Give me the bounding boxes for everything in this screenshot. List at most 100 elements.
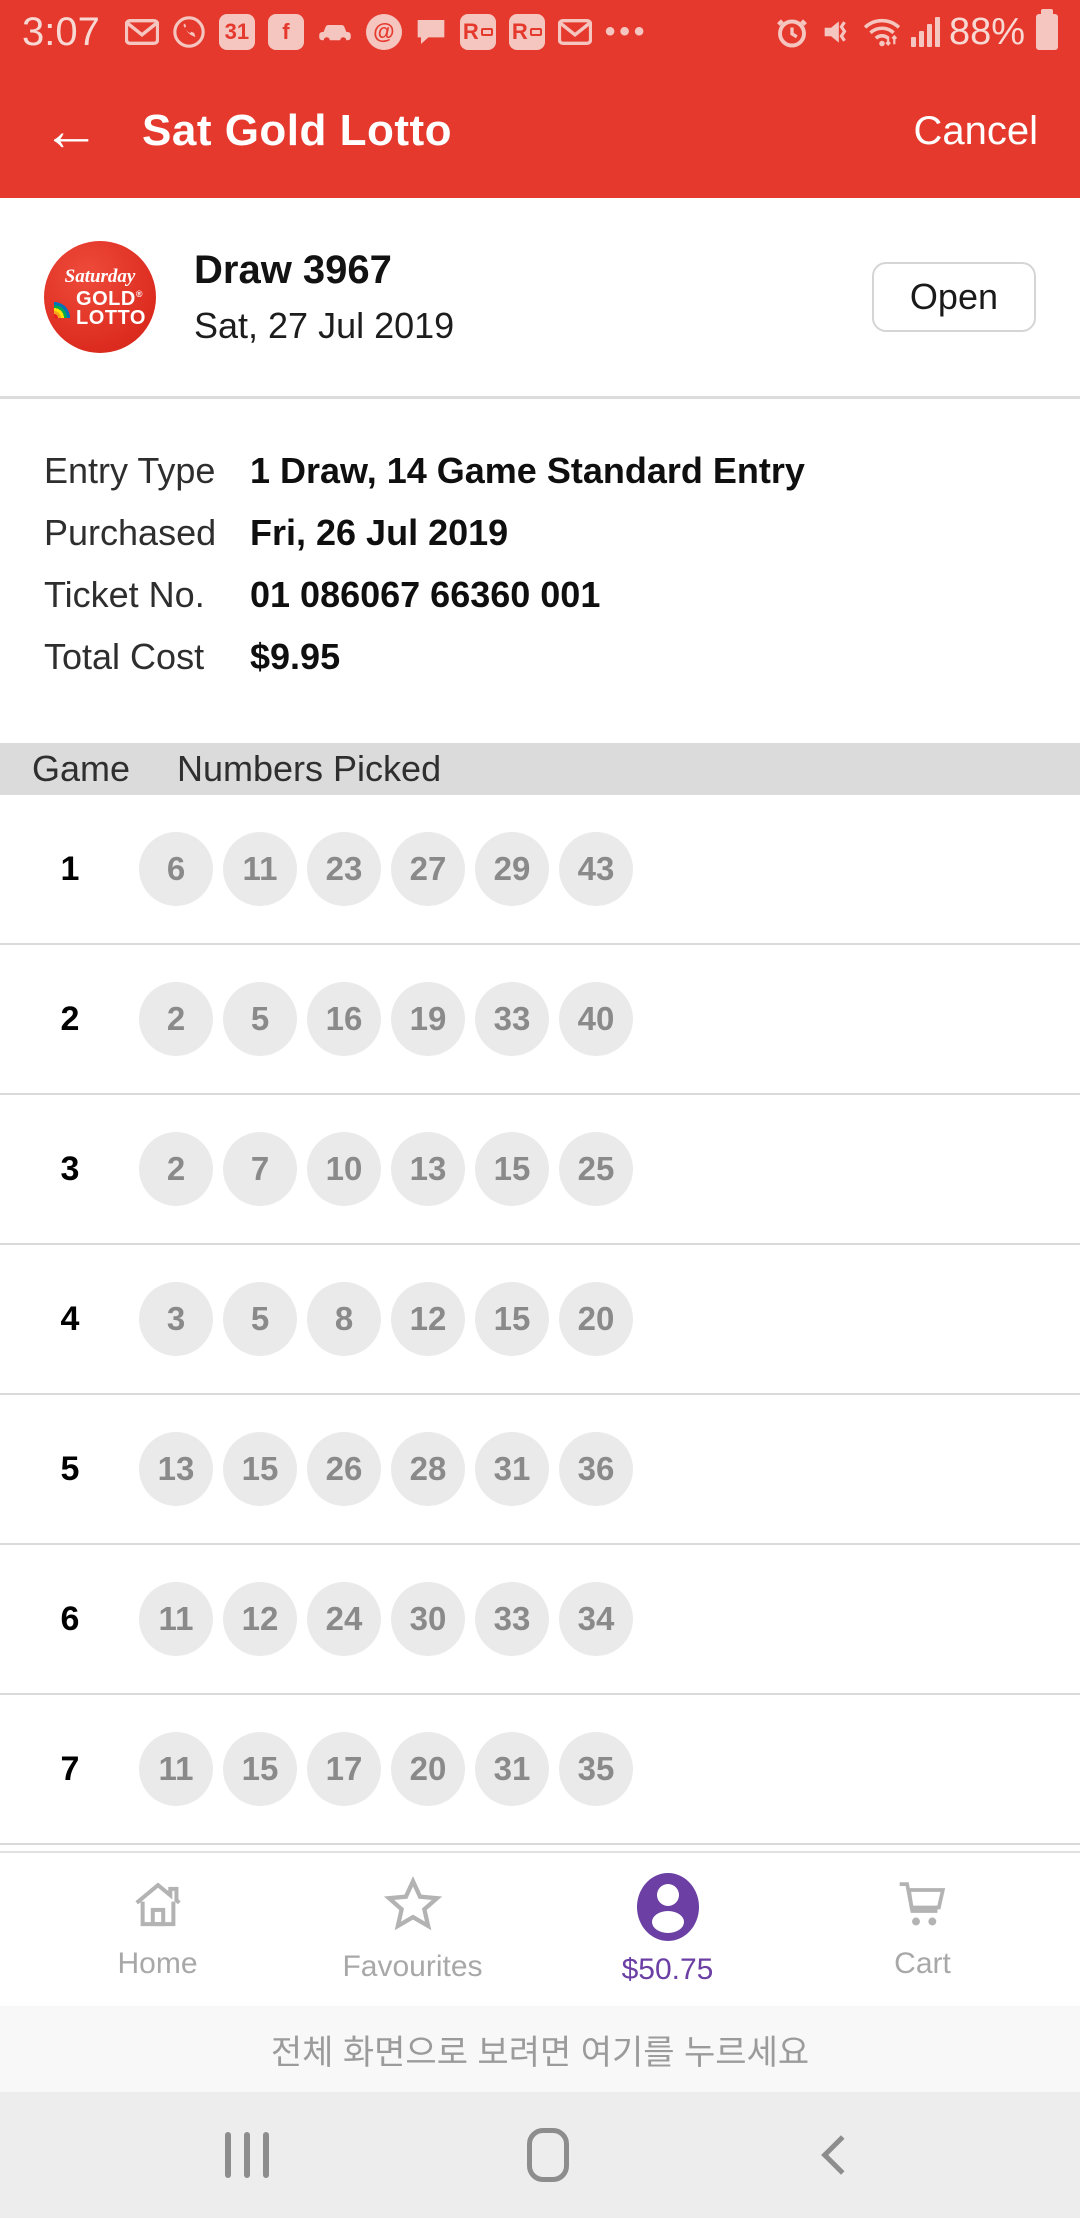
number-chip: 15: [475, 1132, 549, 1206]
taxi-icon: [317, 19, 353, 45]
battery-icon: [1036, 9, 1058, 50]
number-chip: 6: [139, 832, 213, 906]
nav-item-account-balance[interactable]: $50.75: [558, 1872, 778, 1987]
system-nav-bar: [0, 2092, 1080, 2218]
number-chip: 25: [559, 1132, 633, 1206]
number-chip: 36: [559, 1432, 633, 1506]
game-row: 3 2 7 10 13 15 25: [0, 1095, 1080, 1245]
detail-value: 01 086067 66360 001: [250, 574, 601, 615]
column-game: Game: [32, 748, 131, 789]
clock: 3:07: [22, 9, 100, 54]
number-chip: 15: [223, 1732, 297, 1806]
number-chip: 40: [559, 982, 633, 1056]
number-chip: 13: [139, 1432, 213, 1506]
number-chip: 34: [559, 1582, 633, 1656]
number-chip: 31: [475, 1432, 549, 1506]
game-number: 3: [60, 1149, 80, 1188]
detail-label: Total Cost: [44, 636, 205, 677]
number-chip: 5: [223, 982, 297, 1056]
nav-item-favourites[interactable]: Favourites: [303, 1875, 523, 1984]
app-header: ← Sat Gold Lotto Cancel: [0, 64, 1080, 198]
star-icon: [382, 1875, 444, 1938]
game-number: 1: [60, 849, 80, 888]
detail-label: Entry Type: [44, 450, 216, 491]
number-chip: 16: [307, 982, 381, 1056]
number-chip: 23: [307, 832, 381, 906]
number-chip: 24: [307, 1582, 381, 1656]
wifi-icon: [862, 15, 902, 49]
at-pin-icon: @: [365, 14, 402, 50]
number-chip: 31: [475, 1732, 549, 1806]
column-numbers-picked: Numbers Picked: [177, 748, 442, 789]
number-chip: 26: [307, 1432, 381, 1506]
game-row: 2 2 5 16 19 33 40: [0, 945, 1080, 1095]
nav-item-home[interactable]: Home: [48, 1878, 268, 1981]
calendar-icon: 31: [218, 14, 255, 50]
draw-card: Saturday GOLD® LOTTO Draw 3967 Sat, 27 J…: [0, 198, 1080, 396]
rainbow-icon: [54, 300, 74, 318]
number-chip: 11: [223, 832, 297, 906]
number-chip: 19: [391, 982, 465, 1056]
gmail-icon-2: [557, 18, 592, 46]
number-chip: 20: [391, 1732, 465, 1806]
draw-status-open-button[interactable]: Open: [871, 262, 1036, 332]
number-chip: 2: [139, 1132, 213, 1206]
nav-item-cart[interactable]: Cart: [813, 1878, 1033, 1981]
draw-date: Sat, 27 Jul 2019: [194, 304, 455, 346]
number-chip: 20: [559, 1282, 633, 1356]
back-arrow-icon[interactable]: ←: [42, 98, 100, 163]
game-number: 5: [60, 1449, 80, 1488]
detail-label: Ticket No.: [44, 574, 205, 615]
number-chip: 27: [391, 832, 465, 906]
number-chip: 15: [475, 1282, 549, 1356]
number-chip: 30: [391, 1582, 465, 1656]
more-notifications-icon: •••: [604, 15, 649, 48]
number-chip: 17: [307, 1732, 381, 1806]
number-chip: 12: [391, 1282, 465, 1356]
entry-details: Entry Type 1 Draw, 14 Game Standard Entry…: [0, 399, 1080, 743]
game-row: 4 3 5 8 12 15 20: [0, 1245, 1080, 1395]
game-number: 2: [60, 999, 80, 1038]
number-chip: 33: [475, 1582, 549, 1656]
game-number: 4: [60, 1299, 80, 1338]
number-chip: 15: [223, 1432, 297, 1506]
number-chip: 11: [139, 1582, 213, 1656]
number-chip: 29: [475, 832, 549, 906]
fullscreen-prompt-banner[interactable]: 전체 화면으로 보려면 여기를 누르세요: [0, 2006, 1080, 2092]
cart-icon: [895, 1878, 951, 1935]
detail-value: $9.95: [250, 636, 341, 677]
number-chip: 28: [391, 1432, 465, 1506]
saturday-gold-lotto-logo: Saturday GOLD® LOTTO: [44, 241, 156, 353]
number-chip: 33: [475, 982, 549, 1056]
home-button[interactable]: [527, 2128, 569, 2182]
number-chip: 7: [223, 1132, 297, 1206]
number-chip: 10: [307, 1132, 381, 1206]
game-number: 6: [60, 1599, 80, 1638]
recents-button[interactable]: [225, 2132, 269, 2178]
whatsapp-icon: [172, 15, 206, 49]
game-row: 6 11 12 24 30 33 34: [0, 1545, 1080, 1695]
alarm-icon: [774, 14, 810, 50]
game-number: 7: [60, 1749, 80, 1788]
detail-value: 1 Draw, 14 Game Standard Entry: [250, 450, 805, 491]
section-divider: [0, 396, 1080, 399]
home-icon: [129, 1878, 187, 1935]
number-chip: 8: [307, 1282, 381, 1356]
detail-label: Purchased: [44, 512, 217, 553]
number-chip: 11: [139, 1732, 213, 1806]
mute-vibrate-icon: [819, 15, 853, 49]
game-row: 7 11 15 17 20 31 35: [0, 1695, 1080, 1845]
draw-number: Draw 3967: [194, 247, 392, 292]
bottom-nav: Home Favourites $50.75 Cart: [0, 1851, 1080, 2006]
detail-value: Fri, 26 Jul 2019: [250, 512, 509, 553]
signal-strength-icon: [910, 17, 940, 47]
number-chip: 43: [559, 832, 633, 906]
number-chip: 5: [223, 1282, 297, 1356]
game-row: 5 13 15 26 28 31 36: [0, 1395, 1080, 1545]
r-badge-icon-2: R: [508, 14, 545, 50]
cancel-button[interactable]: Cancel: [913, 108, 1038, 153]
games-list[interactable]: 1 6 11 23 27 29 43 2 2 5 16 19 33 40 3 2…: [0, 795, 1080, 1845]
back-button[interactable]: [821, 2135, 861, 2175]
games-table-header: Game Numbers Picked: [0, 743, 1080, 795]
page-title: Sat Gold Lotto: [142, 106, 453, 155]
